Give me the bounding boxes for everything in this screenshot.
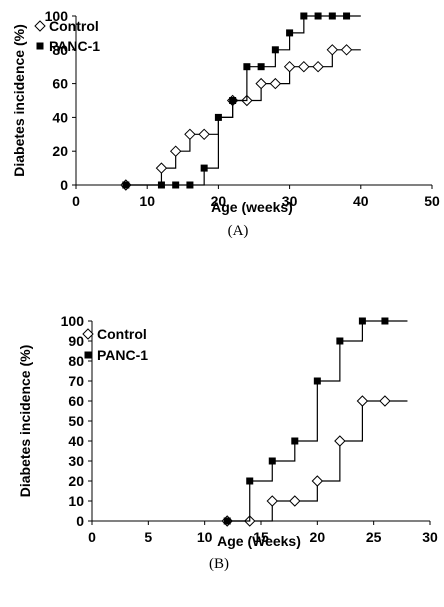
panel-a-series-control-point [169,145,182,157]
panel-a-y-tick-label: 0 [60,177,68,193]
panel-b-y-tick-label: 100 [61,313,85,329]
panel-a-series-control-point [283,60,296,73]
panel-b-series-panc1-point [291,437,299,445]
panel-b-series-panc1-point [358,317,366,325]
panel-a-x-axis-title: Age (weeks) [211,199,293,215]
panel-a-series-control-point [298,60,310,73]
panel-a-series-panc1-point [172,181,180,189]
panel-b-x-tick-label: 15 [253,529,269,545]
panel-a-y-tick-label: 100 [45,8,69,24]
panel-b-series-control-point [266,495,278,507]
panel-a-legend-panc1-label: PANC-1 [49,38,100,54]
panel-b-legend-panc1-marker [84,351,92,359]
panel-a-series-panc1-point [286,29,294,37]
panel-b-series-panc1-point [223,517,231,525]
panel-a-series-panc1-point [243,63,251,71]
panel-a-x-tick-label: 10 [139,193,155,209]
panel-b-y-tick-label: 30 [68,453,84,469]
panel-b-series-control-line [227,400,408,522]
panel-a-y-tick-label: 20 [52,143,68,159]
panel-b-y-axis-title: Diabetes incidence (%) [17,345,33,498]
panel-a-series-panc1-point [200,164,208,172]
panel-a-series-panc1-point [229,97,237,104]
panel-b-y-tick-label: 20 [68,473,84,489]
panel-b-x-tick-label: 30 [422,529,438,545]
panel-b-panel-label: (B) [209,556,229,572]
panel-a-series-panc1-point [328,12,336,20]
panel-a-y-tick-label: 40 [52,109,68,125]
panel-a-series-panc1-point [343,12,351,20]
panel-b-series-panc1-point [313,377,321,385]
panel-b-x-tick-label: 25 [366,529,382,545]
panel-b-series-control-point [356,395,369,407]
panel-b-series-panc1-point [268,457,276,465]
panel-a-series-control-point [198,128,210,141]
panel-a-series-panc1-point [257,63,265,71]
panel-b-series-panc1-line [227,320,408,522]
panel-b-series-control-point [379,395,391,407]
panel-b-y-tick-label: 0 [76,513,84,529]
panel-b-y-tick-label: 90 [68,333,84,349]
panel-b-series-control-point [289,495,301,507]
panel-a-series-panc1-point [271,46,279,54]
panel-b-legend-control-label: Control [97,326,147,342]
panel-b-x-tick-label: 10 [197,529,213,545]
panel-a-y-tick-label: 80 [52,42,68,58]
panel-b-series-control-point [334,435,346,447]
panel-a-series-panc1-line [125,15,361,186]
panel-a-series-panc1-point [300,12,308,20]
panel-a-series-control-point [269,77,282,90]
panel-b-y-tick-label: 80 [68,353,84,369]
panel-a-y-tick-label: 60 [52,76,68,92]
panel-a-x-tick-label: 40 [353,193,369,209]
panel-a-series-control-point [155,162,168,174]
panel-a-series-panc1-point [122,181,130,189]
panel-b-legend-panc1-label: PANC-1 [97,347,148,363]
panel-a-x-tick-label: 30 [282,193,298,209]
panel-b-x-tick-label: 0 [88,529,96,545]
panel-a-x-tick-label: 20 [211,193,227,209]
panel-b-x-tick-label: 20 [310,529,326,545]
panel-b-series-panc1-point [246,477,254,485]
panel-b-legend-control-marker [82,328,94,340]
panel-a-y-axis-title: Diabetes incidence (%) [11,24,27,177]
panel-b-x-tick-label: 5 [144,529,152,545]
panel-a-legend-control-marker [34,20,46,32]
panel-b-x-axis-title: Age (Weeks) [217,533,301,549]
panel-b-y-tick-label: 40 [68,433,84,449]
panel-b-y-tick-label: 10 [68,493,84,509]
panel-a-series-panc1-point [186,181,194,189]
panel-b-series-control-point [311,475,324,487]
panel-a-series-panc1-point [214,113,222,121]
panel-a-x-tick-label: 0 [72,193,80,209]
panel-a-series-control-point [184,128,196,141]
panel-b-series-panc1-point [381,317,389,325]
panel-a-legend-panc1-marker [36,42,44,50]
panel-a-series-control-point [340,44,353,56]
panel-b-series-panc1-point [336,337,344,345]
panel-a-series-control-point [255,77,267,90]
panel-a-panel-label: (A) [228,223,249,239]
panel-a-series-control-point [326,44,339,56]
panel-a-series-panc1-point [157,181,165,189]
panel-b-y-tick-label: 50 [68,413,84,429]
panel-b-y-tick-label: 70 [68,373,84,389]
panel-a-series-control-point [312,60,324,73]
panel-a-series-panc1-point [314,12,322,20]
panel-b-y-tick-label: 60 [68,393,84,409]
panel-a-legend-control-label: Control [49,18,99,34]
panel-a-x-tick-label: 50 [424,193,440,209]
